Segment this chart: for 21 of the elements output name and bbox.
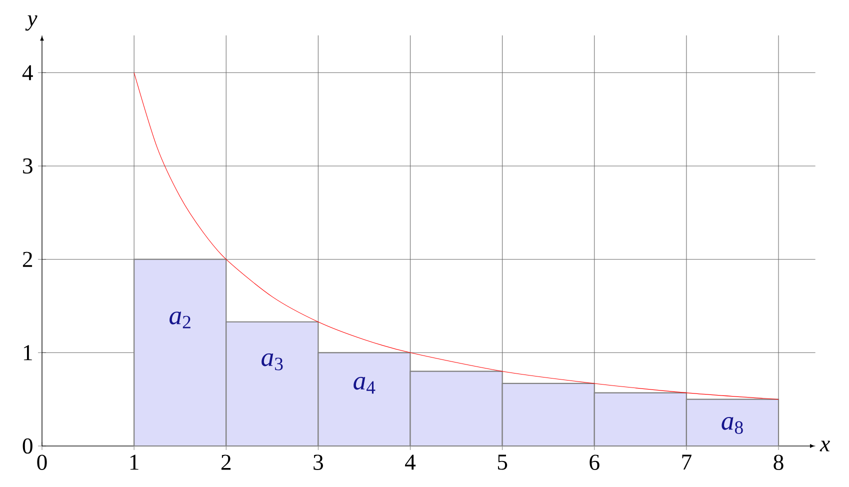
y-tick-label: 4 — [22, 65, 33, 80]
annotation: a$_{3}$ — [262, 353, 283, 370]
x-tick-label: 2 — [221, 454, 231, 470]
line-series — [134, 72, 779, 400]
y-axis-title: y — [25, 15, 38, 31]
y-tick-label: 3 — [23, 158, 32, 174]
x-tick-label: 6 — [590, 454, 600, 470]
annotation: a$_{8}$ — [722, 417, 743, 434]
y-tick-label: 2 — [22, 252, 32, 267]
y-tick-label: 0 — [22, 438, 32, 454]
annotation: a$_{2}$ — [170, 312, 190, 328]
x-tick-label: 0 — [37, 454, 47, 470]
x-tick-label: 5 — [498, 454, 508, 470]
annotation: a$_{4}$ — [354, 376, 376, 394]
x-tick-label: 7 — [682, 454, 692, 470]
x-tick-label: 8 — [774, 454, 784, 470]
x-tick-label: 1 — [130, 454, 138, 470]
x-tick-label: 3 — [314, 454, 323, 470]
x-tick-label: 4 — [405, 454, 416, 470]
y-tick-label: 1 — [24, 345, 32, 360]
x-axis-title: x — [820, 440, 830, 452]
